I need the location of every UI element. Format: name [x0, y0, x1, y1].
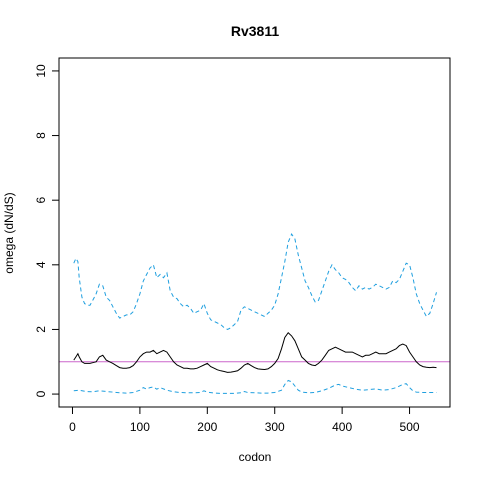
- x-tick-label: 0: [69, 420, 76, 434]
- y-tick-label: 6: [34, 197, 48, 204]
- x-axis-label: codon: [239, 450, 272, 464]
- y-tick-label: 10: [34, 64, 48, 78]
- series-omega-line: [73, 331, 437, 373]
- x-tick-label: 500: [400, 420, 420, 434]
- series-upper-line: [73, 233, 437, 330]
- plot-layer: [59, 233, 450, 394]
- plot-frame: [58, 57, 451, 408]
- x-axis: 0 100 200 300 400 500: [69, 406, 420, 434]
- y-axis: 0 2 4 6 8 10: [34, 64, 60, 397]
- y-tick-label: 8: [34, 132, 48, 139]
- chart-title: Rv3811: [231, 23, 279, 39]
- x-tick-label: 100: [130, 420, 150, 434]
- x-tick-label: 300: [265, 420, 285, 434]
- y-tick-label: 2: [34, 326, 48, 333]
- y-tick-label: 0: [34, 390, 48, 397]
- y-axis-label: omega (dN/dS): [2, 192, 16, 273]
- y-tick-label: 4: [34, 261, 48, 268]
- x-tick-label: 200: [197, 420, 217, 434]
- x-tick-label: 400: [332, 420, 352, 434]
- series-lower-line: [73, 379, 437, 394]
